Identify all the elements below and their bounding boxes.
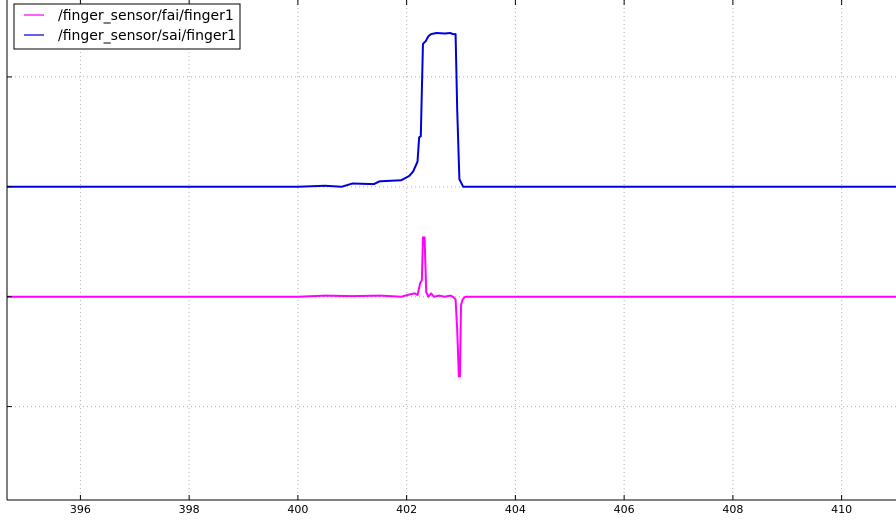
series-line-fai [7,236,896,378]
legend-label-fai: /finger_sensor/fai/finger1 [58,8,234,24]
x-tick-label: 398 [179,503,200,516]
x-tick-label: 402 [396,503,417,516]
legend[interactable]: /finger_sensor/fai/finger1/finger_sensor… [13,3,241,50]
axes [6,0,896,501]
x-tick-label: 400 [287,503,308,516]
x-tick-label: 396 [70,503,91,516]
x-tick-label: 408 [722,503,743,516]
series-layer [7,31,896,378]
x-tick-label: 410 [831,503,852,516]
legend-box [13,3,241,50]
grid [7,0,896,500]
tick-layer: 396 398 400 402 404 406 408 410 [7,0,852,516]
series-line-sai [7,31,896,188]
legend-label-sai: /finger_sensor/sai/finger1 [58,28,236,44]
x-tick-label: 404 [505,503,526,516]
x-tick-label: 406 [614,503,635,516]
